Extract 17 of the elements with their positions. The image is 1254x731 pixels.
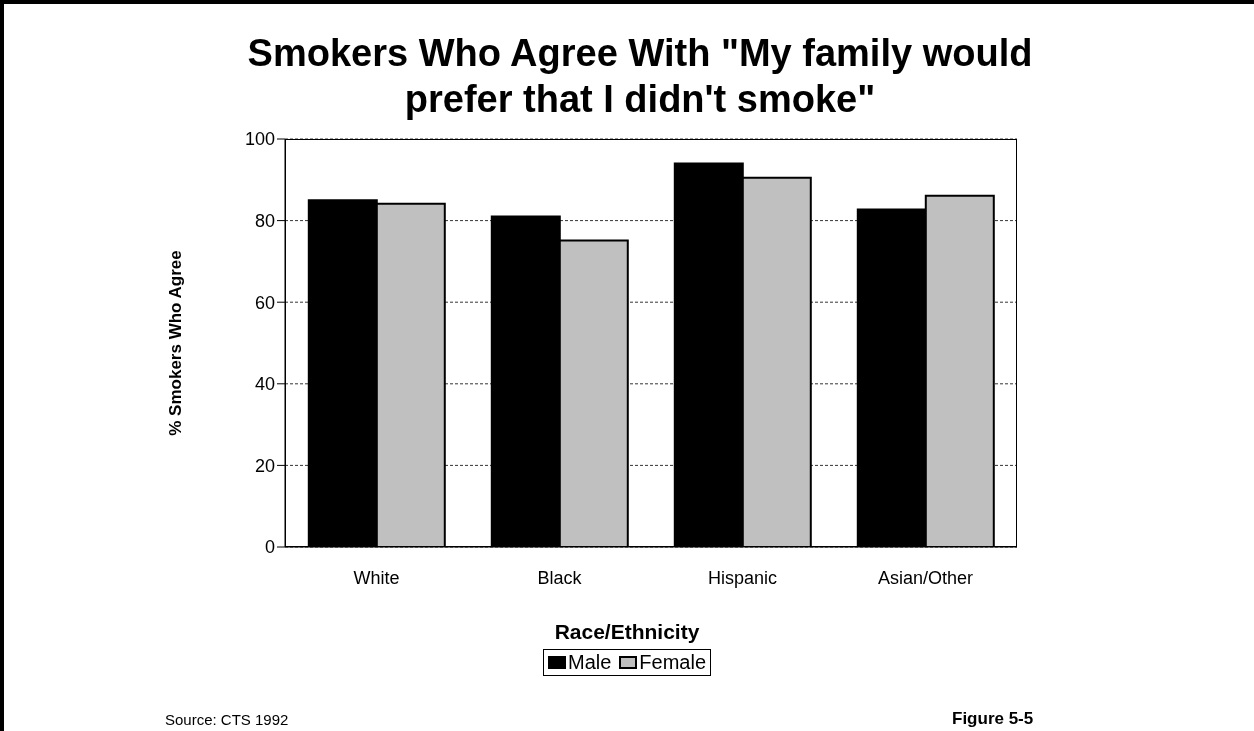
caption: Figure 5-5	[952, 709, 1034, 729]
y-axis-title: % Smokers Who Agree	[166, 250, 186, 436]
x-tick-label: Asian/Other	[877, 567, 974, 588]
legend-label: Male	[567, 651, 612, 674]
chart-title: Smokers Who Agree With "My family would prefer that I didn't smoke"	[246, 31, 1034, 122]
x-axis-title: Race/Ethnicity	[553, 620, 701, 644]
y-tick-label: 20	[254, 455, 275, 476]
y-tick-label: 100	[244, 129, 275, 150]
x-tick-label: Hispanic	[707, 567, 778, 588]
source-note: Source: CTS 1992	[165, 711, 289, 728]
legend-label: Female	[639, 651, 707, 674]
x-tick-label: Black	[537, 567, 583, 588]
y-tick-label: 80	[254, 210, 275, 231]
y-tick-label: 0	[264, 537, 275, 558]
x-tick-label: White	[353, 567, 400, 588]
y-tick-label: 60	[254, 292, 275, 313]
y-tick-label: 40	[254, 374, 275, 395]
